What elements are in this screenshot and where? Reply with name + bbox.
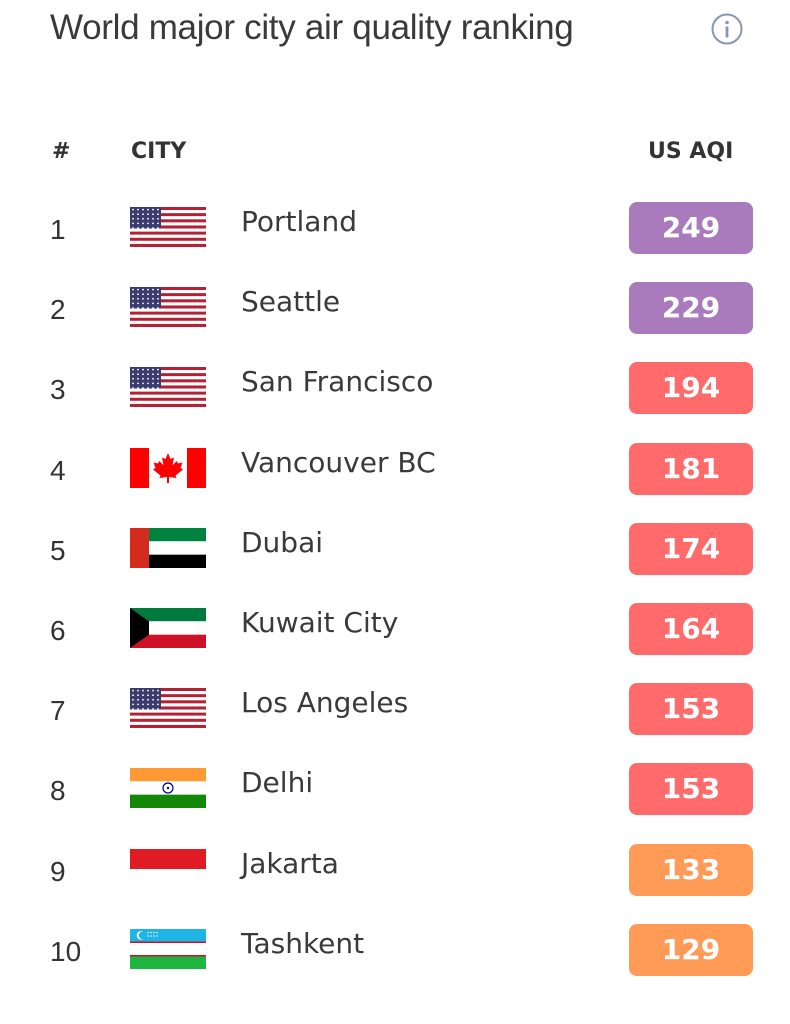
city-row[interactable]: 4 Vancouver BC 181: [0, 434, 790, 514]
city-row[interactable]: 1 Portland 249: [0, 193, 790, 273]
indonesia-flag-icon: [130, 848, 206, 889]
city-name[interactable]: Tashkent: [241, 926, 365, 960]
us-flag-icon: [130, 287, 206, 328]
rank-number: 6: [50, 615, 66, 646]
rank-number: 3: [50, 374, 66, 406]
us-flag-icon: [130, 207, 206, 248]
rank-number: 2: [50, 294, 66, 326]
aqi-badge: 129: [629, 923, 753, 976]
aqi-badge: 164: [629, 603, 753, 655]
kuwait-flag-icon: [130, 608, 206, 648]
aqi-column-header: US AQI: [648, 139, 734, 164]
uae-flag-icon: [130, 527, 206, 568]
city-name[interactable]: Seattle: [241, 285, 341, 319]
page-title: World major city air quality ranking: [50, 8, 574, 47]
rank-number: 8: [50, 775, 66, 807]
us-flag-icon: [130, 688, 206, 729]
city-row[interactable]: 6 Kuwait City 164: [0, 594, 790, 674]
city-name[interactable]: Portland: [241, 205, 357, 238]
rank-number: 9: [50, 855, 66, 887]
canada-flag-icon: [130, 447, 206, 488]
city-column-header: CITY: [131, 139, 187, 164]
city-name[interactable]: Los Angeles: [241, 686, 409, 720]
us-flag-icon: [130, 367, 206, 408]
info-icon[interactable]: [710, 12, 744, 46]
city-row[interactable]: 8 Delhi 153: [0, 754, 790, 834]
city-name[interactable]: Vancouver BC: [241, 445, 436, 479]
rank-number: 10: [50, 935, 82, 967]
city-row[interactable]: 9 Jakarta 133: [0, 835, 790, 915]
aqi-badge: 174: [629, 522, 753, 575]
aqi-badge: 181: [629, 442, 753, 495]
rank-column-header: #: [52, 139, 71, 164]
city-row[interactable]: 7 Los Angeles 153: [0, 674, 790, 754]
city-name[interactable]: Delhi: [241, 766, 314, 800]
city-row[interactable]: 2 Seattle 229: [0, 273, 790, 353]
aqi-badge: 153: [629, 683, 753, 736]
city-name[interactable]: Dubai: [241, 525, 324, 559]
city-name[interactable]: Jakarta: [241, 846, 339, 880]
uzbekistan-flag-icon: [130, 928, 206, 969]
aqi-badge: 229: [629, 282, 753, 335]
city-name[interactable]: San Francisco: [241, 365, 434, 399]
rank-number: 7: [50, 695, 66, 727]
city-row[interactable]: 10 Tashkent 129: [0, 915, 790, 995]
rank-number: 5: [50, 534, 66, 566]
aqi-badge: 194: [629, 362, 753, 415]
rank-number: 4: [50, 454, 66, 486]
aqi-badge: 133: [629, 843, 753, 896]
aqi-badge: 153: [629, 763, 753, 816]
city-row[interactable]: 5 Dubai 174: [0, 514, 790, 594]
city-name[interactable]: Kuwait City: [241, 606, 399, 639]
city-row[interactable]: 3 San Francisco 194: [0, 353, 790, 433]
rank-number: 1: [50, 214, 66, 245]
aqi-badge: 249: [629, 202, 753, 254]
india-flag-icon: [130, 768, 206, 809]
